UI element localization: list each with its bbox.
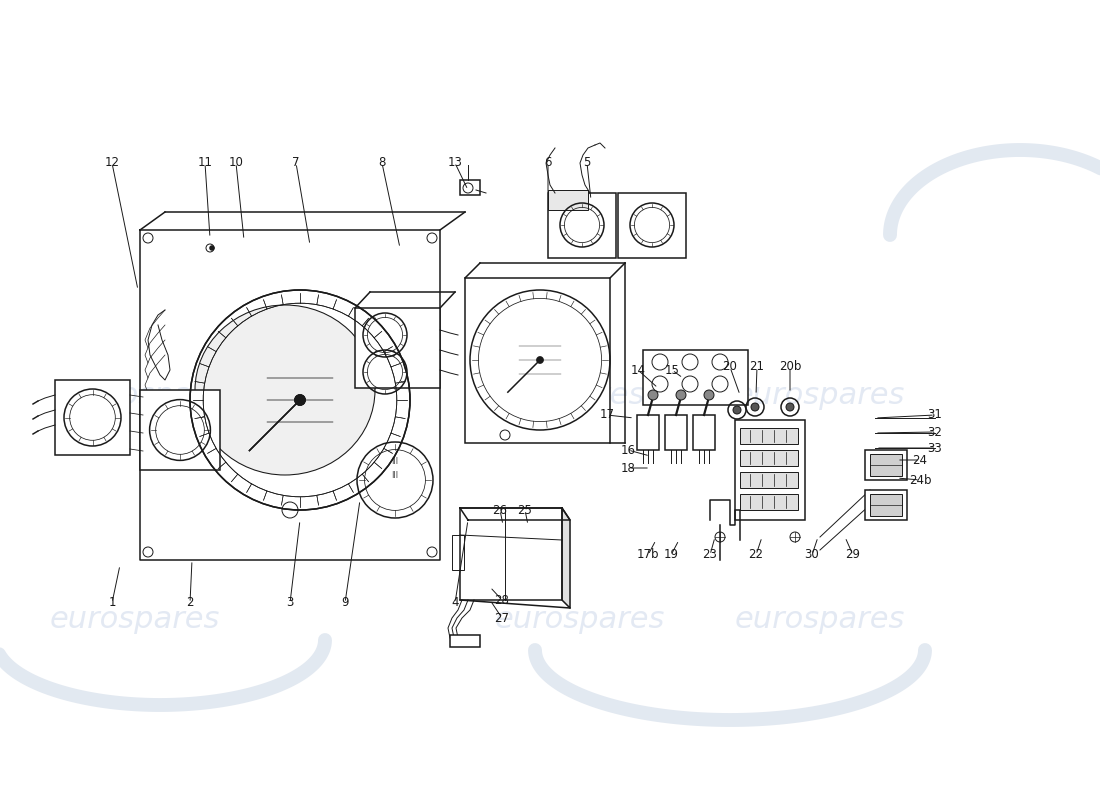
Text: 25: 25 (518, 503, 532, 517)
Text: 18: 18 (620, 462, 636, 474)
Text: 30: 30 (804, 549, 820, 562)
Text: eurospares: eurospares (50, 606, 220, 634)
Bar (735, 420, 805, 520)
Text: 24: 24 (913, 454, 927, 466)
Bar (355, 308, 440, 388)
Text: 5: 5 (583, 157, 591, 170)
Text: eurospares: eurospares (69, 381, 240, 410)
Bar (870, 494, 902, 516)
Bar (55, 380, 130, 455)
Bar (644, 350, 748, 405)
Bar (618, 193, 686, 258)
Bar (870, 454, 902, 476)
Text: 8: 8 (378, 157, 386, 170)
Text: eurospares: eurospares (475, 381, 646, 410)
Bar (865, 450, 907, 480)
Text: 20b: 20b (779, 361, 801, 374)
Text: 14: 14 (630, 363, 646, 377)
Circle shape (648, 390, 658, 400)
Text: 31: 31 (927, 409, 943, 422)
Polygon shape (460, 508, 562, 600)
Bar (460, 180, 480, 195)
Bar (740, 450, 798, 466)
Text: 17b: 17b (637, 549, 659, 562)
Bar (693, 415, 715, 450)
Text: 26: 26 (493, 503, 507, 517)
Circle shape (733, 406, 741, 414)
Text: 6: 6 (544, 157, 552, 170)
Text: 24b: 24b (909, 474, 932, 486)
Polygon shape (562, 508, 570, 608)
Text: 11: 11 (198, 157, 212, 170)
Text: eurospares: eurospares (495, 606, 666, 634)
Text: |||: ||| (392, 457, 398, 463)
Circle shape (704, 390, 714, 400)
Circle shape (295, 394, 306, 406)
Text: 10: 10 (229, 157, 243, 170)
Text: 9: 9 (341, 597, 349, 610)
Bar (548, 190, 588, 210)
Text: 21: 21 (749, 361, 764, 374)
Circle shape (295, 394, 306, 406)
Polygon shape (140, 230, 440, 560)
Bar (465, 278, 611, 443)
Text: 20: 20 (723, 361, 737, 374)
Text: 7: 7 (293, 157, 299, 170)
Text: 17: 17 (600, 409, 615, 422)
Text: 23: 23 (703, 549, 717, 562)
Text: |||: ||| (392, 471, 398, 478)
Bar (666, 415, 688, 450)
Circle shape (751, 403, 759, 411)
Circle shape (210, 246, 214, 250)
Bar (637, 415, 659, 450)
Bar (865, 490, 907, 520)
Bar (450, 635, 480, 647)
Text: 32: 32 (927, 426, 943, 438)
Text: 22: 22 (748, 549, 763, 562)
Circle shape (676, 390, 686, 400)
Circle shape (786, 403, 794, 411)
Text: 27: 27 (495, 611, 509, 625)
Text: 1: 1 (108, 597, 115, 610)
Bar (140, 390, 220, 470)
Text: eurospares: eurospares (735, 381, 905, 410)
Text: 29: 29 (846, 549, 860, 562)
Text: 4: 4 (451, 597, 459, 610)
Text: 16: 16 (620, 443, 636, 457)
Circle shape (537, 357, 543, 363)
Bar (740, 494, 798, 510)
Text: 12: 12 (104, 157, 120, 170)
Text: 13: 13 (448, 157, 462, 170)
Text: 28: 28 (495, 594, 509, 606)
Text: 33: 33 (927, 442, 943, 454)
Text: 19: 19 (663, 549, 679, 562)
Bar (740, 472, 798, 488)
Bar (740, 428, 798, 444)
Text: 3: 3 (286, 597, 294, 610)
Text: eurospares: eurospares (735, 606, 905, 634)
Ellipse shape (195, 305, 375, 475)
Text: 15: 15 (664, 363, 680, 377)
Bar (452, 535, 464, 570)
Text: 2: 2 (186, 597, 194, 610)
Polygon shape (460, 508, 570, 520)
Bar (548, 193, 616, 258)
